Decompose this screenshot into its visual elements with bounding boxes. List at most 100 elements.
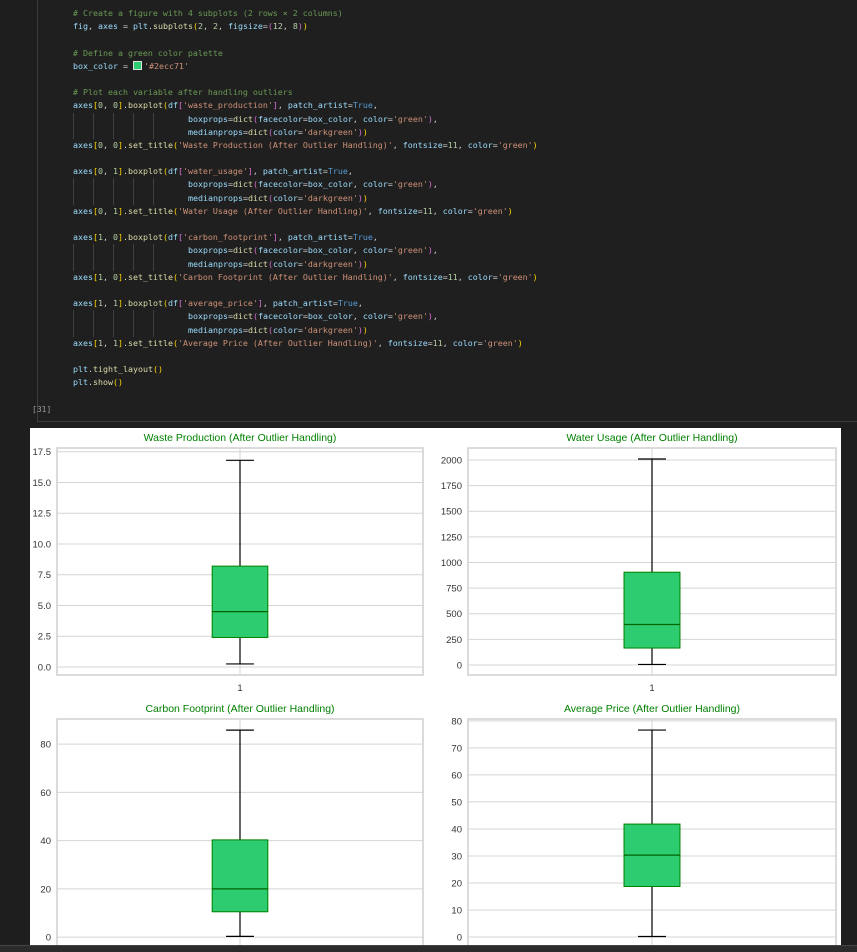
code-token: True — [352, 100, 373, 111]
code-token: 2 — [212, 21, 218, 32]
code-token: ) — [357, 324, 363, 335]
code-token: ] — [117, 271, 123, 282]
indent-guide — [133, 244, 153, 258]
code-token: axes — [73, 298, 93, 309]
code-token: ) — [507, 205, 513, 216]
indent-guide — [133, 310, 153, 324]
code-token: 0 — [97, 166, 103, 177]
code-token: = — [302, 113, 308, 124]
code-token: 'water_usage' — [182, 166, 248, 177]
indent-guide — [73, 257, 93, 271]
code-token: 'green' — [392, 179, 428, 190]
carbon-footprint-box — [211, 839, 269, 913]
code-token: ( — [252, 245, 258, 256]
code-token: ( — [192, 21, 198, 32]
subplot-title-water-usage: Water Usage (After Outlier Handling) — [566, 432, 738, 444]
color-swatch-icon[interactable] — [132, 60, 142, 70]
code-token: 8 — [292, 21, 298, 32]
code-token: . — [122, 271, 128, 282]
code-editor[interactable]: # Create a figure with 4 subplots (2 row… — [73, 7, 538, 389]
code-token: , — [102, 139, 113, 150]
code-token: color — [467, 139, 493, 150]
code-token: , — [262, 298, 273, 309]
indent-guide — [93, 191, 113, 205]
code-token: , — [252, 166, 263, 177]
code-token: , — [392, 271, 403, 282]
carbon-footprint-axes-frame — [56, 718, 424, 945]
code-line: plt.show() — [73, 376, 538, 389]
code-token: [ — [92, 205, 98, 216]
code-line — [73, 218, 538, 231]
code-token: fontsize — [387, 337, 428, 348]
code-token: , — [457, 139, 468, 150]
waste-production-ytick-label: 7.5 — [38, 570, 51, 581]
code-token: = — [492, 139, 498, 150]
code-line: medianprops=dict(color='darkgreen')) — [73, 323, 538, 337]
indent-guide — [153, 191, 173, 205]
code-token: ( — [162, 166, 168, 177]
code-token: box_color — [307, 113, 353, 124]
code-token: , — [202, 21, 213, 32]
code-token: . — [122, 166, 128, 177]
code-token: , — [457, 271, 468, 282]
code-line: boxprops=dict(facecolor=box_color, color… — [73, 310, 538, 324]
code-token: , — [432, 311, 438, 322]
code-token: facecolor — [257, 113, 303, 124]
code-token: = — [492, 271, 498, 282]
code-token: = — [297, 192, 303, 203]
indent-guide — [93, 310, 113, 324]
code-token: ) — [532, 271, 538, 282]
code-token: 'Average Price (After Outlier Handling)' — [177, 337, 378, 348]
code-token: fontsize — [377, 205, 418, 216]
code-token: box_color — [307, 245, 353, 256]
code-token: ) — [362, 126, 368, 137]
code-token: , — [347, 166, 353, 177]
code-token: ) — [302, 21, 308, 32]
code-token: dict — [247, 126, 268, 137]
average-price-ytick-label: 10 — [451, 905, 462, 916]
water-usage-ytick-label: 500 — [446, 609, 462, 620]
code-token: ] — [257, 298, 263, 309]
code-line: boxprops=dict(facecolor=box_color, color… — [73, 178, 538, 192]
code-token: . — [122, 139, 128, 150]
code-line: # Create a figure with 4 subplots (2 row… — [73, 7, 538, 20]
waste-production-ytick-label: 12.5 — [33, 509, 52, 520]
code-token: 2 — [197, 21, 203, 32]
code-token: ) — [362, 192, 368, 203]
code-token: figsize — [227, 21, 263, 32]
water-usage-xtick-label: 1 — [649, 683, 654, 694]
code-token: , — [392, 139, 403, 150]
code-token: [ — [92, 139, 98, 150]
code-line — [73, 73, 538, 86]
code-token: patch_artist — [272, 298, 333, 309]
code-token: , — [372, 232, 378, 243]
code-token: 'green' — [497, 271, 533, 282]
code-token: box_color — [307, 311, 353, 322]
boxplot-grid: 0.02.55.07.510.012.515.017.5102505007501… — [33, 447, 837, 945]
code-token: , — [367, 205, 378, 216]
indent-guide — [133, 257, 153, 271]
code-token: dict — [232, 245, 253, 256]
code-token: ( — [267, 192, 273, 203]
code-token: ) — [517, 337, 523, 348]
code-token: medianprops — [188, 324, 243, 335]
code-token: ] — [272, 100, 278, 111]
code-line: medianprops=dict(color='darkgreen')) — [73, 191, 538, 205]
code-token: [ — [177, 232, 183, 243]
code-cell[interactable]: [31] # Create a figure with 4 subplots (… — [32, 0, 857, 422]
water-usage-axes-frame — [467, 447, 837, 676]
indent-guide — [153, 323, 173, 337]
code-token: ( — [267, 21, 273, 32]
code-token: [ — [177, 100, 183, 111]
code-token: 0 — [97, 100, 103, 111]
code-token: # Define a green color palette — [73, 47, 223, 58]
code-token: axes — [73, 232, 93, 243]
code-token: ) — [427, 311, 433, 322]
code-token: , — [102, 271, 113, 282]
code-token: 'average_price' — [182, 298, 258, 309]
indent-guide — [73, 244, 93, 258]
indent-guide — [113, 112, 133, 126]
water-usage-ytick-label: 2000 — [441, 455, 462, 466]
code-token: color — [362, 311, 388, 322]
code-line: axes[1, 0].boxplot(df['carbon_footprint'… — [73, 231, 538, 244]
